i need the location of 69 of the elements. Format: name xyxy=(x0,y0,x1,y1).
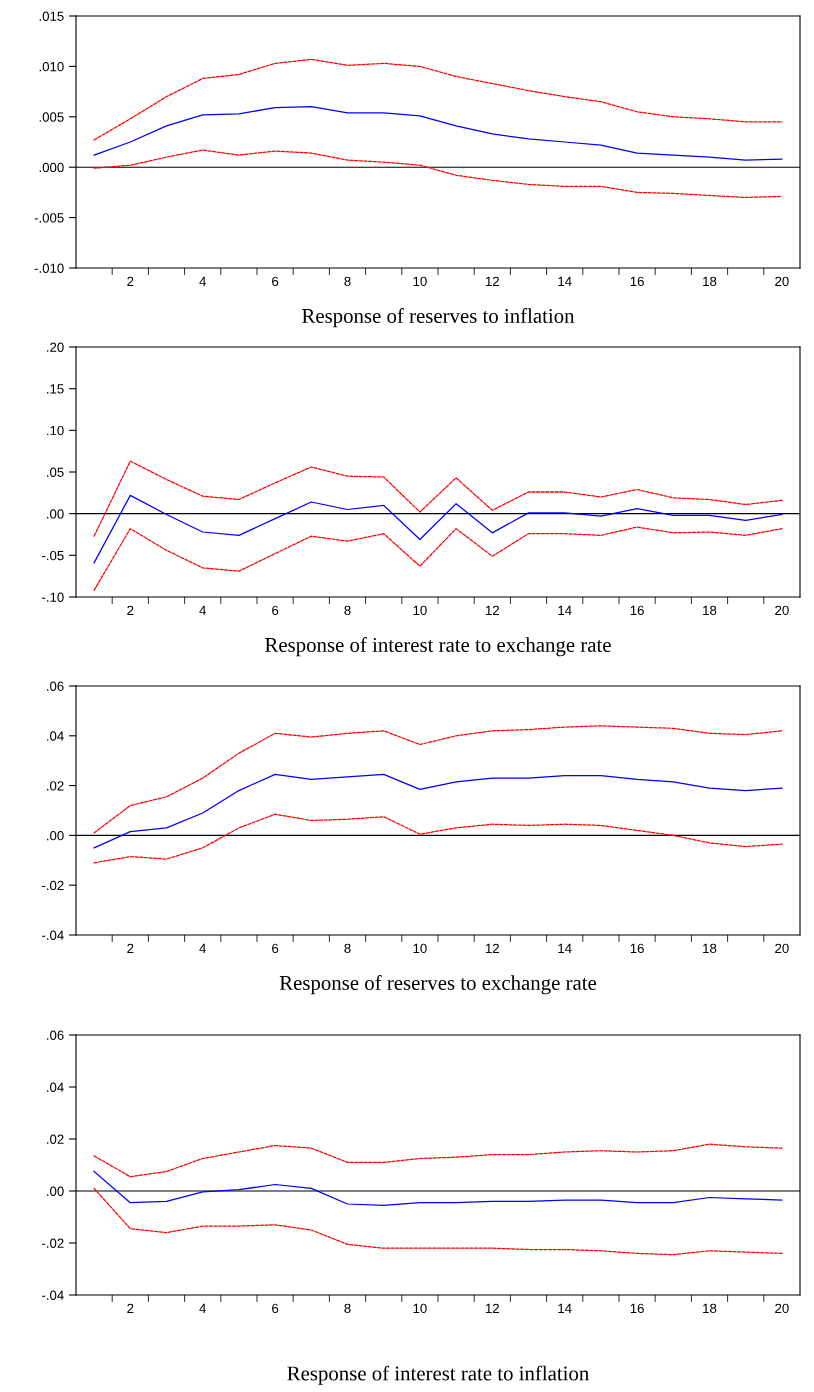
y-tick-label: -.04 xyxy=(42,930,64,940)
x-tick-label: 20 xyxy=(775,943,789,954)
x-axis-title: Response of interest rate to inflation xyxy=(287,1365,589,1385)
y-tick-label: .06 xyxy=(47,681,64,691)
y-tick-label: .010 xyxy=(39,61,64,72)
y-tick-label: -.02 xyxy=(42,880,64,891)
x-tick-label: 10 xyxy=(413,1303,427,1314)
x-tick-label: 16 xyxy=(630,605,644,616)
x-tick-label: 8 xyxy=(344,276,351,287)
x-tick-label: 6 xyxy=(272,943,279,954)
x-tick-label: 14 xyxy=(558,1303,572,1313)
x-tick-label: 12 xyxy=(485,1303,499,1313)
x-axis-title: Response of reserves to inflation xyxy=(302,308,575,328)
y-tick-label: -.05 xyxy=(42,550,64,561)
x-tick-label: 16 xyxy=(630,943,644,954)
x-tick-label: 2 xyxy=(127,276,134,286)
y-tick-label: .005 xyxy=(39,112,64,122)
x-tick-label: 12 xyxy=(485,605,499,615)
x-tick-label: 18 xyxy=(703,276,717,287)
y-tick-label: .00 xyxy=(47,1186,64,1196)
y-tick-label: -.010 xyxy=(34,263,64,273)
y-tick-label: .04 xyxy=(47,731,64,741)
y-tick-label: .02 xyxy=(47,781,64,791)
x-tick-label: 14 xyxy=(558,943,572,953)
x-tick-label: 12 xyxy=(485,276,499,286)
x-tick-label: 6 xyxy=(272,1303,279,1314)
x-tick-label: 16 xyxy=(630,276,644,287)
x-tick-label: 10 xyxy=(413,276,427,287)
x-tick-label: 18 xyxy=(703,1303,717,1314)
y-tick-label: -.02 xyxy=(42,1238,64,1248)
x-tick-label: 10 xyxy=(413,605,427,616)
x-tick-label: 6 xyxy=(272,605,279,616)
x-tick-label: 8 xyxy=(344,1303,351,1314)
y-tick-label: -.04 xyxy=(42,1290,64,1300)
x-tick-label: 14 xyxy=(558,276,572,286)
x-tick-label: 20 xyxy=(775,1303,789,1314)
y-tick-label: .05 xyxy=(47,467,64,477)
x-tick-label: 4 xyxy=(199,276,206,286)
x-tick-label: 8 xyxy=(344,943,351,954)
x-tick-label: 12 xyxy=(485,943,499,953)
y-tick-label: .02 xyxy=(47,1134,64,1144)
y-tick-label: .00 xyxy=(47,830,64,841)
x-axis-title: Response of reserves to exchange rate xyxy=(279,975,597,995)
y-tick-label: -.005 xyxy=(34,213,64,223)
x-tick-label: 4 xyxy=(199,1303,206,1313)
y-tick-label: -.10 xyxy=(42,592,64,602)
x-tick-label: 18 xyxy=(703,605,717,616)
x-tick-label: 2 xyxy=(127,943,134,953)
x-tick-label: 16 xyxy=(630,1303,644,1314)
x-tick-label: 8 xyxy=(344,605,351,616)
x-tick-label: 18 xyxy=(703,943,717,954)
y-tick-label: .04 xyxy=(47,1082,64,1092)
x-tick-label: 14 xyxy=(558,605,572,615)
y-tick-label: .15 xyxy=(47,384,64,394)
x-tick-label: 2 xyxy=(127,1303,134,1313)
x-axis-title: Response of interest rate to exchange rate xyxy=(265,637,611,657)
x-tick-label: 20 xyxy=(775,276,789,287)
x-tick-label: 2 xyxy=(127,605,134,615)
y-tick-label: .10 xyxy=(47,425,64,436)
y-tick-label: .015 xyxy=(39,11,64,21)
x-tick-label: 4 xyxy=(199,605,206,615)
x-tick-label: 6 xyxy=(272,276,279,287)
y-tick-label: .00 xyxy=(47,509,64,519)
x-tick-label: 4 xyxy=(199,943,206,953)
x-tick-label: 20 xyxy=(775,605,789,616)
y-tick-label: .20 xyxy=(47,342,64,352)
y-tick-label: .06 xyxy=(47,1030,64,1040)
y-tick-label: .000 xyxy=(39,162,64,173)
x-tick-label: 10 xyxy=(413,943,427,954)
